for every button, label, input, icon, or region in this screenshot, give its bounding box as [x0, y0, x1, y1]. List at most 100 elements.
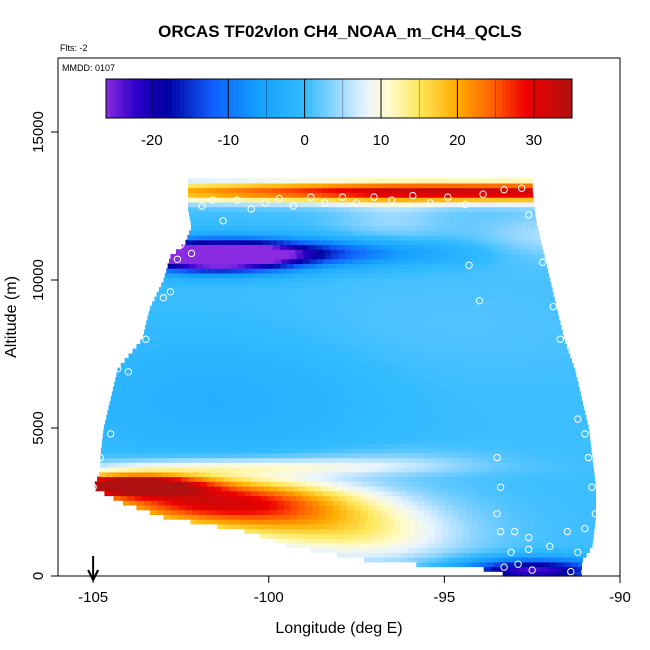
heatmap-cell [414, 216, 423, 222]
heatmap-cell [182, 339, 191, 345]
heatmap-cell [389, 239, 397, 245]
heatmap-cell [222, 367, 231, 373]
heatmap-cell [192, 306, 200, 312]
heatmap-cell [455, 244, 464, 250]
heatmap-cell [295, 415, 304, 421]
heatmap-cell [460, 400, 469, 407]
heatmap-cell [427, 211, 436, 217]
heatmap-cell [305, 272, 313, 279]
heatmap-cell [226, 291, 235, 298]
heatmap-cell [430, 306, 439, 312]
heatmap-cell [164, 505, 173, 511]
colorbar-segment [241, 79, 247, 118]
heatmap-cell [532, 206, 535, 212]
heatmap-cell [578, 410, 586, 416]
heatmap-cell [178, 334, 186, 340]
heatmap-cell [433, 367, 442, 373]
heatmap-cell [128, 381, 136, 388]
heatmap-cell [329, 538, 337, 544]
heatmap-cell [335, 187, 344, 193]
heatmap-cell [288, 386, 297, 392]
heatmap-cell [318, 452, 326, 459]
data-point [388, 196, 396, 204]
heatmap-cell [387, 362, 396, 369]
heatmap-cell [160, 476, 168, 482]
heatmap-cell [104, 490, 112, 497]
heatmap-cell [503, 287, 511, 293]
heatmap-cell [556, 381, 565, 388]
heatmap-cell [530, 571, 539, 577]
heatmap-cell [137, 486, 146, 492]
heatmap-cell [139, 391, 148, 397]
heatmap-cell [452, 377, 460, 383]
heatmap-cell [465, 254, 474, 260]
heatmap-cell [555, 547, 564, 553]
heatmap-cell [301, 296, 310, 302]
heatmap-cell [233, 514, 242, 520]
heatmap-cell [380, 362, 389, 369]
heatmap-cell [302, 415, 311, 421]
heatmap-cell [541, 495, 550, 501]
heatmap-cell [493, 467, 502, 473]
heatmap-cell [580, 571, 582, 577]
heatmap-cell [426, 201, 435, 208]
heatmap-cell [478, 220, 487, 227]
data-point [352, 199, 361, 207]
heatmap-cell [396, 377, 404, 383]
heatmap-cell [366, 547, 374, 553]
heatmap-cell [433, 396, 442, 402]
heatmap-cell [359, 362, 368, 369]
heatmap-cell [262, 448, 271, 454]
heatmap-cell [177, 254, 185, 260]
heatmap-cell [284, 405, 292, 411]
heatmap-cell [303, 220, 311, 227]
heatmap-cell [365, 258, 374, 264]
heatmap-cell [477, 552, 486, 558]
heatmap-cell [274, 386, 283, 392]
heatmap-cell [307, 429, 315, 435]
heatmap-cell [244, 182, 252, 189]
heatmap-cell [195, 476, 203, 482]
heatmap-cell [219, 410, 228, 416]
heatmap-cell [342, 206, 351, 212]
heatmap-cell [187, 358, 196, 364]
heatmap-cell [408, 471, 416, 478]
heatmap-cell [422, 362, 431, 369]
heatmap-cell [188, 197, 196, 203]
heatmap-cell [429, 471, 438, 478]
heatmap-cell [135, 452, 144, 459]
heatmap-cell [394, 220, 403, 227]
heatmap-cell [472, 225, 480, 231]
heatmap-cell [297, 410, 305, 416]
heatmap-cell [449, 282, 457, 288]
heatmap-cell [251, 182, 259, 189]
heatmap-cell [360, 353, 368, 359]
heatmap-cell [242, 486, 251, 492]
heatmap-cell [482, 358, 491, 364]
heatmap-cell [441, 348, 450, 354]
heatmap-cell [210, 296, 219, 302]
data-point [96, 453, 104, 462]
heatmap-cell [448, 542, 456, 549]
heatmap-cell [224, 282, 232, 288]
heatmap-cell [285, 301, 294, 307]
heatmap-cell [409, 254, 417, 260]
heatmap-cell [553, 476, 562, 482]
heatmap-cell [173, 358, 182, 364]
heatmap-cell [351, 296, 359, 302]
colorbar-segment [257, 79, 262, 118]
heatmap-cell [334, 287, 343, 293]
heatmap-cell [325, 306, 334, 312]
heatmap-cell [279, 206, 287, 212]
heatmap-cell [368, 377, 376, 383]
heatmap-cell [458, 225, 466, 231]
heatmap-cell [416, 514, 424, 520]
heatmap-cell [484, 339, 493, 345]
heatmap-cell [287, 296, 296, 302]
heatmap-cell [432, 486, 441, 492]
heatmap-cell [529, 291, 537, 298]
heatmap-cell [364, 476, 372, 482]
heatmap-cell [503, 429, 512, 435]
heatmap-cell [423, 381, 431, 388]
heatmap-cell [473, 272, 482, 279]
